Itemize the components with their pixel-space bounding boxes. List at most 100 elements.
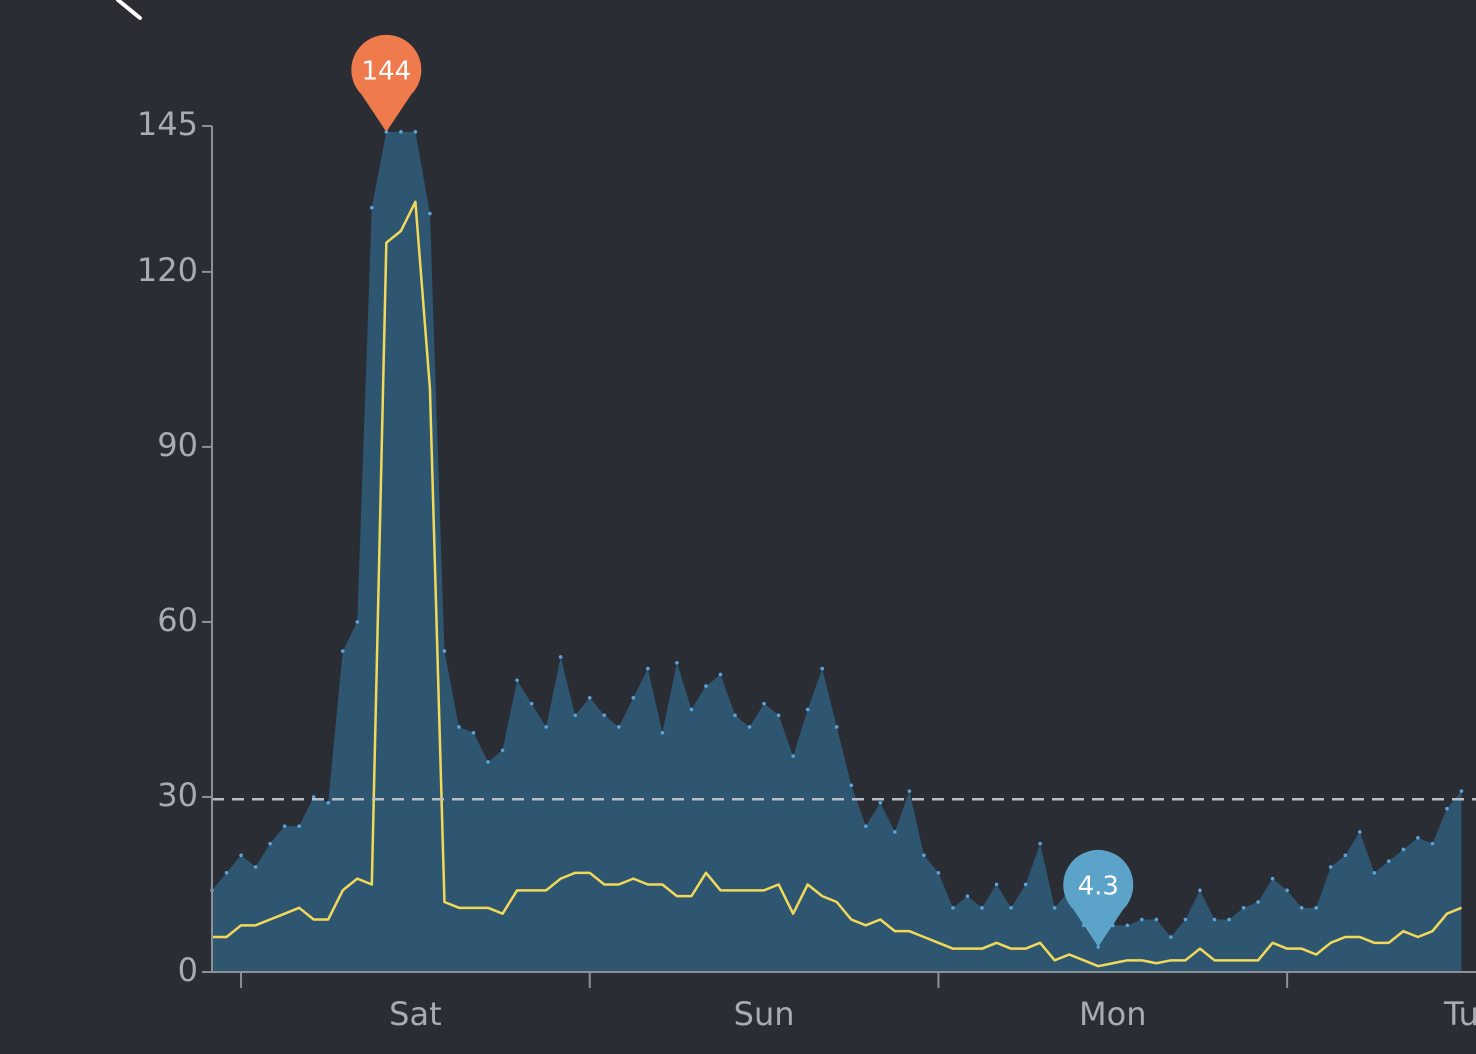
data-point [631,695,636,700]
data-point [1299,906,1304,910]
data-point [1198,888,1202,893]
data-point [1387,859,1391,863]
data-point [1328,865,1333,869]
data-point [660,730,665,735]
data-point [776,713,781,718]
y-tick-label: 0 [178,951,198,989]
data-point [646,666,650,671]
area [212,131,1462,973]
data-point [834,725,839,729]
data-point [1183,917,1188,922]
data-point [340,649,345,653]
data-point [878,801,883,805]
data-point [747,725,752,729]
y-tick-label: 145 [137,105,198,143]
data-point [689,707,694,712]
data-point [1227,917,1231,922]
data-point [733,713,737,718]
data-point [965,894,970,898]
data-point [1052,906,1057,910]
data-point [326,801,331,805]
data-point [457,725,461,729]
data-point [893,830,897,834]
y-tick-label: 30 [157,776,198,814]
data-point [1169,935,1173,939]
data-point [253,865,258,869]
data-point [1270,876,1275,881]
line [212,200,1462,968]
data-point [1009,906,1013,910]
back-arrow[interactable] [116,0,142,20]
y-tick-label: 90 [157,426,198,464]
data-point [805,707,810,712]
data-point [573,713,578,718]
data-point [922,853,926,858]
data-point [1125,923,1130,928]
data-point [1256,900,1260,904]
pin [1063,849,1134,947]
data-point [1459,789,1464,793]
data-point [486,760,490,764]
data-point [282,824,287,828]
data-point [718,672,723,677]
data-point [268,841,272,846]
data-point [863,824,868,828]
data-point [239,853,243,858]
x-tick-label: Tu [1443,995,1476,1033]
data-point [617,725,621,729]
data-point [980,906,984,910]
data-point [558,655,563,659]
data-point [1372,871,1377,875]
data-point [544,725,548,729]
data-point [297,824,301,828]
data-point [1430,841,1435,846]
data-point [500,748,505,753]
y-tick-label: 120 [137,251,198,289]
data-point [1401,847,1406,852]
data-point [762,701,766,706]
data-point [1023,882,1028,887]
data-point [384,130,389,134]
data-point [224,871,229,875]
pin [351,34,422,132]
data-point [515,678,519,683]
data-point [587,695,592,700]
x-tick-label: Sat [389,995,441,1033]
data-point [1285,888,1289,893]
pin-label: 144 [362,56,412,86]
data-point [1445,806,1449,811]
data-point [311,795,316,799]
data-point [1038,841,1042,846]
data-point [602,713,607,718]
data-point [370,205,374,210]
data-point [442,649,447,653]
data-point [1314,906,1318,910]
data-point [907,789,912,793]
x-tick-label: Mon [1079,995,1146,1033]
data-point [994,882,999,887]
pin-label: 4.3 [1078,871,1119,901]
data-point [428,211,432,216]
data-point [1343,853,1348,858]
data-point [399,130,403,134]
data-point [1416,836,1420,840]
data-point [951,906,955,910]
data-point [1140,917,1144,922]
x-tick-label: Sun [734,995,795,1033]
data-point [820,666,825,671]
data-point [413,130,418,134]
data-point [471,730,476,735]
data-point [1154,917,1159,922]
data-point [1241,906,1246,910]
y-tick-label: 60 [157,601,198,639]
data-point [1212,917,1217,922]
data-point [675,660,679,665]
data-point [791,754,795,758]
data-point [529,701,534,706]
data-point [704,684,708,688]
data-point [355,620,360,624]
data-point [849,783,854,788]
data-point [1357,830,1362,834]
